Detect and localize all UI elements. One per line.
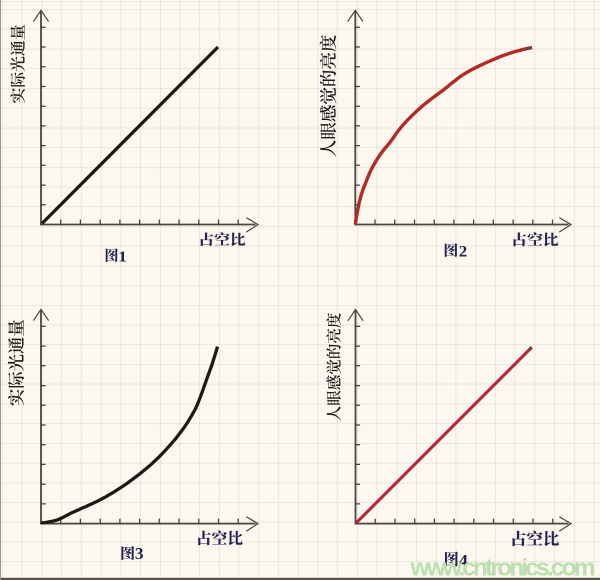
- svg-text:www.cntronics.com: www.cntronics.com: [410, 555, 596, 580]
